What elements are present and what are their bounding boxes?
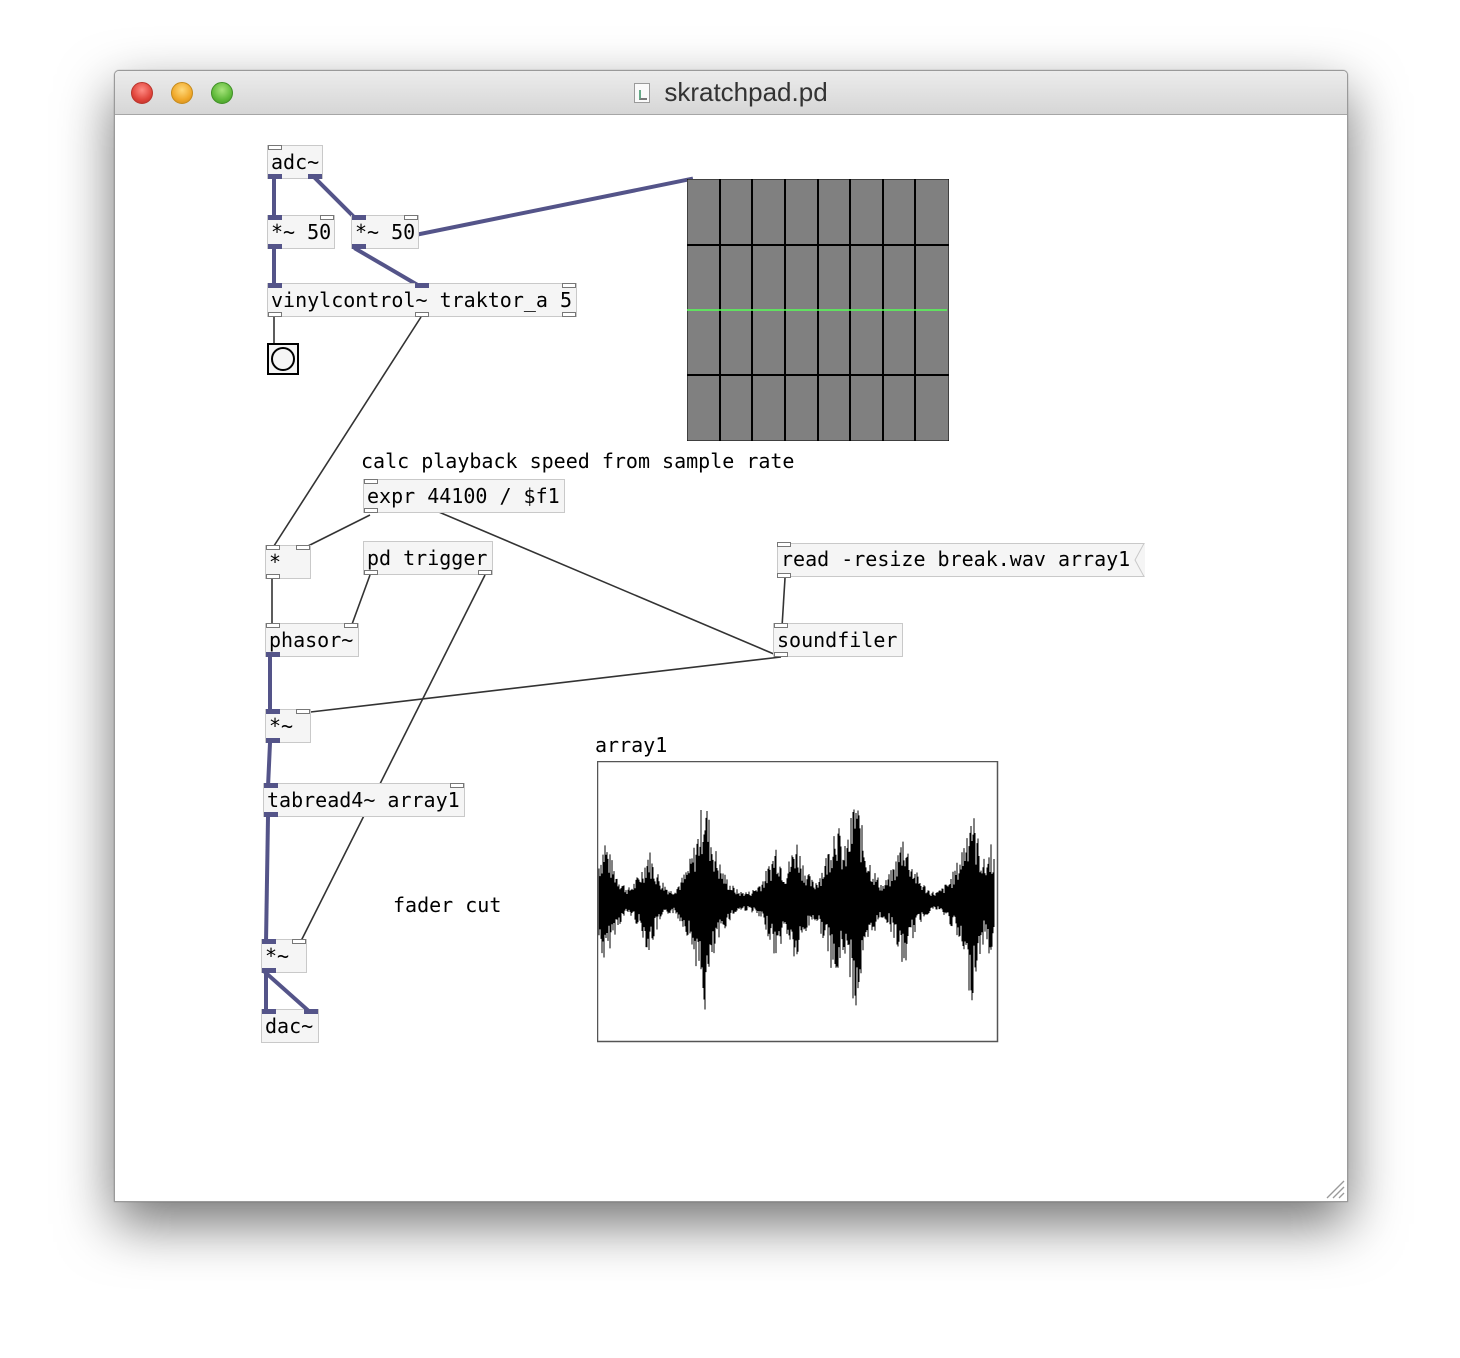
outlet[interactable] [308, 174, 322, 179]
outlet[interactable] [352, 244, 366, 249]
object-adc-label: adc~ [271, 150, 320, 174]
inlet[interactable] [268, 283, 282, 288]
wire-expr-to-mult [301, 514, 371, 550]
inlet[interactable] [266, 545, 280, 550]
outlet[interactable] [268, 244, 282, 249]
inlet[interactable] [262, 939, 276, 944]
inlet[interactable] [320, 215, 334, 220]
wire-adc-to-mul-right [313, 176, 359, 222]
inlet[interactable] [415, 283, 429, 288]
object-dac-label: dac~ [265, 1014, 314, 1038]
wire-trigger-to-phasor [350, 574, 371, 628]
wire-soundfiler-to-sigmul [301, 656, 782, 714]
wire-read-to-soundfiler [781, 577, 786, 628]
waveform [598, 809, 995, 1010]
wire-sigmul-to-tabread [265, 740, 273, 790]
object-sigmul-1-label: *~ [269, 714, 294, 738]
wire-mul-right-to-vinyl [353, 246, 424, 290]
wire-vinyl-to-mult [271, 316, 422, 550]
inlet[interactable] [266, 709, 280, 714]
patch-canvas[interactable]: adc~ *~ 50 *~ 50 vinylcontrol~ traktor_a… [115, 115, 1347, 1201]
object-mul50-left[interactable]: *~ 50 [267, 215, 335, 249]
object-tabread4-label: tabread4~ array1 [267, 788, 460, 812]
object-mul50-left-label: *~ 50 [271, 220, 332, 244]
object-soundfiler-label: soundfiler [777, 628, 898, 652]
object-sigmul-1[interactable]: *~ [265, 709, 311, 743]
inlet[interactable] [268, 215, 282, 220]
titlebar[interactable]: skratchpad.pd [115, 71, 1347, 115]
title-area: skratchpad.pd [115, 71, 1347, 114]
outlet[interactable] [268, 312, 282, 317]
document-icon [634, 82, 651, 103]
minimize-button[interactable] [171, 82, 193, 104]
inlet[interactable] [304, 1009, 318, 1014]
outlet[interactable] [364, 570, 378, 575]
object-expr-label: expr 44100 / $f1 [367, 484, 560, 508]
inlet[interactable] [450, 783, 464, 788]
inlet[interactable] [774, 623, 788, 628]
patch-window: skratchpad.pd [114, 70, 1348, 1202]
scope-display[interactable] [687, 179, 949, 441]
inlet[interactable] [404, 215, 418, 220]
object-dac[interactable]: dac~ [261, 1009, 319, 1043]
message-read-label: read -resize break.wav array1 [781, 547, 1131, 571]
message-read[interactable]: read -resize break.wav array1 [777, 542, 1145, 578]
object-vinylcontrol[interactable]: vinylcontrol~ traktor_a 5 [267, 283, 577, 317]
object-phasor[interactable]: phasor~ [265, 623, 359, 657]
inlet[interactable] [296, 709, 310, 714]
outlet[interactable] [266, 738, 280, 743]
object-soundfiler[interactable]: soundfiler [773, 623, 903, 657]
object-expr[interactable]: expr 44100 / $f1 [363, 479, 565, 513]
inlet[interactable] [262, 1009, 276, 1014]
outlet[interactable] [774, 652, 788, 657]
outlet[interactable] [264, 812, 278, 817]
object-pd-trigger-label: pd trigger [367, 546, 488, 570]
object-tabread4[interactable]: tabread4~ array1 [263, 783, 465, 817]
object-mult[interactable]: * [265, 545, 311, 579]
object-pd-trigger[interactable]: pd trigger [363, 541, 493, 575]
object-mul50-right[interactable]: *~ 50 [351, 215, 419, 249]
close-button[interactable] [131, 82, 153, 104]
outlet[interactable] [268, 174, 282, 179]
outlet[interactable] [364, 508, 378, 513]
inlet[interactable] [562, 283, 576, 288]
inlet[interactable] [296, 545, 310, 550]
inlet[interactable] [266, 623, 280, 628]
resize-grip-icon[interactable] [1323, 1177, 1345, 1199]
zoom-button[interactable] [211, 82, 233, 104]
outlet[interactable] [266, 574, 280, 579]
outlet[interactable] [562, 312, 576, 317]
inlet[interactable] [264, 783, 278, 788]
outlet[interactable] [415, 312, 429, 317]
object-sigmul-2-label: *~ [265, 944, 290, 968]
inlet[interactable] [268, 145, 282, 150]
outlet[interactable] [262, 968, 276, 973]
object-mult-label: * [269, 550, 282, 574]
inlet[interactable] [352, 215, 366, 220]
comment-calc: calc playback speed from sample rate [361, 449, 795, 473]
object-sigmul-2[interactable]: *~ [261, 939, 307, 973]
object-adc[interactable]: adc~ [267, 145, 323, 179]
window-title: skratchpad.pd [664, 77, 828, 107]
outlet[interactable] [266, 652, 280, 657]
wire-tabread-to-sigmul2 [263, 814, 271, 946]
object-mul50-right-label: *~ 50 [355, 220, 416, 244]
object-vinylcontrol-label: vinylcontrol~ traktor_a 5 [271, 288, 573, 312]
array-graph[interactable] [597, 761, 999, 1043]
comment-fader: fader cut [393, 893, 502, 917]
inlet[interactable] [777, 542, 791, 547]
wire-sigmul2-to-dac-right [263, 970, 314, 1016]
wire-trigger-to-sigmul2 [299, 574, 486, 944]
inlet[interactable] [364, 479, 378, 484]
object-phasor-label: phasor~ [269, 628, 354, 652]
outlet[interactable] [478, 570, 492, 575]
bang-button[interactable] [267, 343, 299, 375]
outlet[interactable] [777, 573, 791, 578]
inlet[interactable] [344, 623, 358, 628]
message-box-outline [777, 543, 1145, 577]
inlet[interactable] [292, 939, 306, 944]
array-label: array1 [595, 733, 668, 757]
